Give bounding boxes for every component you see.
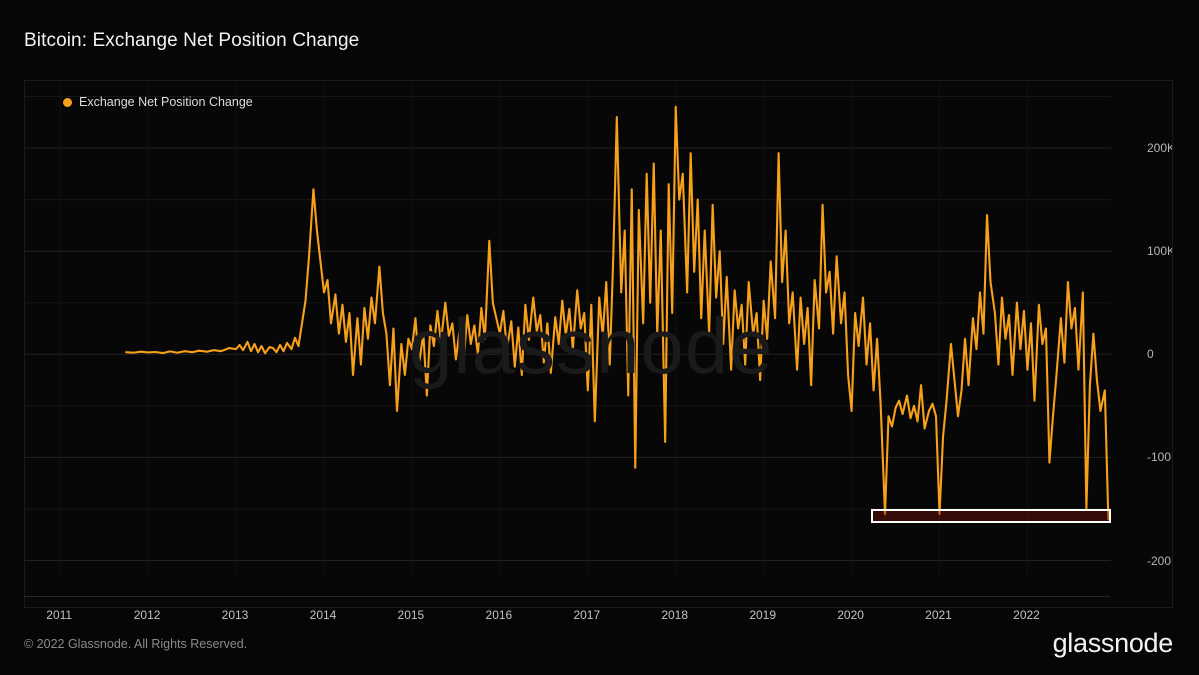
x-axis-tick-label: 2015 xyxy=(397,608,425,622)
x-axis-labels: 2011 2012 2013 2014 2015 2016 2017 2018 2019 2020… xyxy=(24,608,1173,634)
chart-legend: Exchange Net Position Change xyxy=(63,95,253,109)
legend-color-dot xyxy=(63,97,72,107)
x-axis-tick-label: 2022 xyxy=(1013,608,1040,622)
x-axis-line xyxy=(24,596,1110,597)
x-axis-tick-label: 2011 xyxy=(46,608,73,622)
copyright-note: © 2022 Glassnode. All Rights Reserved. xyxy=(24,637,248,651)
y-axis-tick-label: -200K xyxy=(1147,553,1172,568)
y-axis-tick-label: 200K xyxy=(1147,141,1173,155)
x-axis-tick-label: 2021 xyxy=(925,608,952,622)
chart-panel: Exchange Net Position Change glassnode 2… xyxy=(24,80,1173,608)
x-axis-tick-label: 2012 xyxy=(133,608,161,622)
plot-area xyxy=(25,81,1111,576)
x-axis-tick-label: 2020 xyxy=(837,608,864,622)
x-axis-tick-label: 2016 xyxy=(485,608,513,622)
x-axis-tick-label: 2017 xyxy=(573,608,601,622)
page-title: Bitcoin: Exchange Net Position Change xyxy=(24,30,360,51)
series-line-chart xyxy=(25,81,1111,576)
x-axis-tick-label: 2018 xyxy=(661,608,689,622)
y-axis-tick-label: 0 xyxy=(1147,347,1154,362)
glassnode-logo: glassnode xyxy=(1052,628,1174,658)
y-axis-tick-label: 100K xyxy=(1147,244,1173,259)
x-axis-tick-label: 2013 xyxy=(221,608,249,622)
y-axis-labels: 200K 100K 0 -100K -200K xyxy=(1117,81,1173,607)
y-axis-tick-label: -100K xyxy=(1147,450,1172,465)
highlight-annotation-rectangle xyxy=(870,509,1111,523)
legend-item-label: Exchange Net Position Change xyxy=(79,95,253,109)
x-axis-tick-label: 2019 xyxy=(749,608,777,622)
x-axis-tick-label: 2014 xyxy=(309,608,337,622)
